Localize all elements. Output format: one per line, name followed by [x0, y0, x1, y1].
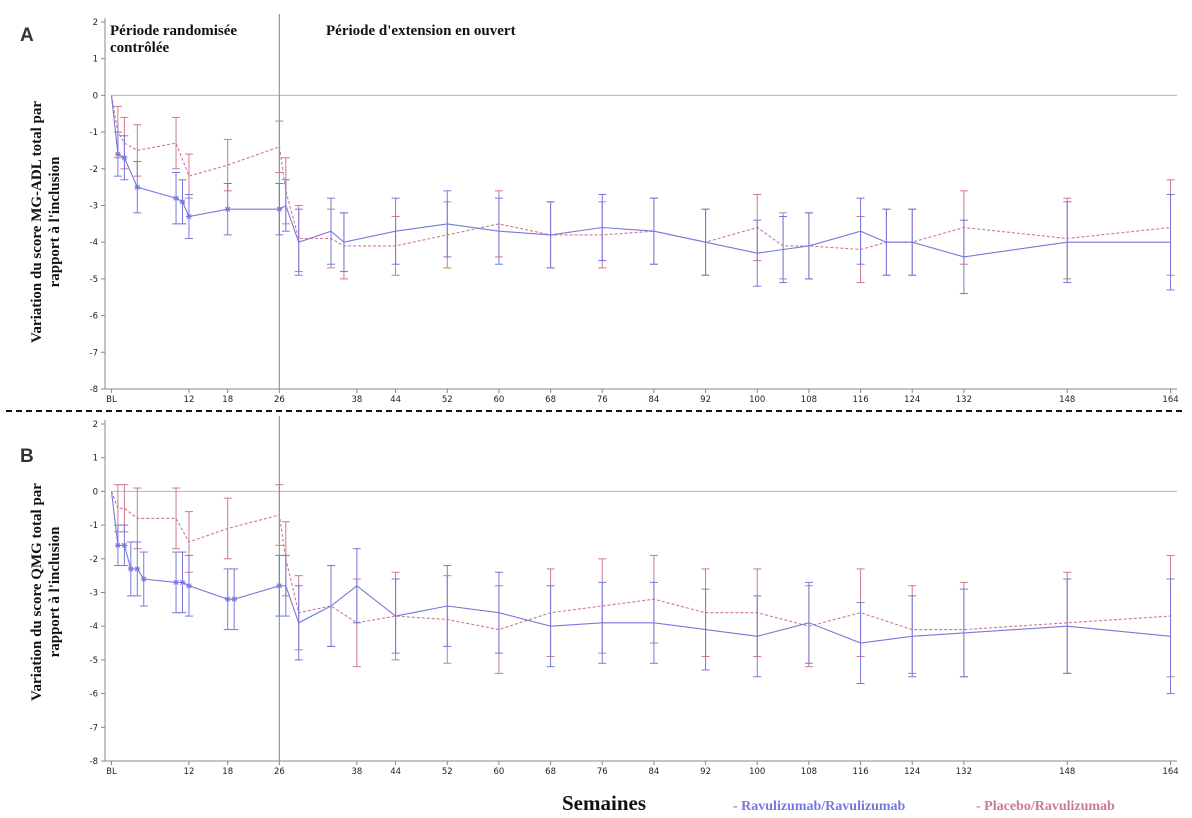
panel-b-x-tick-label: BL — [106, 767, 117, 777]
legend-placebo: - Placebo/Ravulizumab — [976, 799, 1115, 814]
panel-b-ravulizumab-marker — [173, 579, 180, 586]
panel-a-period-randomized-line1: Période randomisée — [110, 23, 237, 39]
panel-a-y-tick-label: -4 — [90, 238, 98, 248]
panel-b-y-tick-label: -1 — [90, 521, 98, 531]
panel-a-ravulizumab-marker — [134, 184, 141, 191]
panel-a-x-tick-label: 100 — [749, 395, 765, 405]
panel-b-x-tick-label: 108 — [801, 767, 817, 777]
panel-b-y-tick-label: -8 — [90, 757, 98, 767]
panel-a-x-tick-label: 164 — [1162, 395, 1178, 405]
panel-a-y-tick-label: -1 — [90, 128, 98, 138]
panel-a-period-randomized-line2: contrôlée — [110, 40, 169, 56]
panel-a-ylabel-line1: Variation du score MG-ADL total par — [29, 101, 45, 343]
panel-b-x-tick-label: 26 — [274, 767, 285, 777]
panel-b-x-tick-label: 12 — [184, 767, 195, 777]
panel-b: B Variation du score QMG total par rappo… — [20, 416, 1179, 777]
panel-a-y-tick-label: -6 — [90, 312, 98, 322]
panel-b-ylabel-line2: rapport à l'inclusion — [47, 526, 63, 658]
panel-a-ravulizumab-line — [110, 95, 1171, 258]
panel-a-y-tick-label: 1 — [93, 55, 98, 65]
panel-a-ravulizumab-marker — [185, 213, 192, 220]
panel-b-ravulizumab-marker — [127, 565, 134, 572]
panel-b-y-tick-label: -2 — [90, 555, 98, 565]
legend-ravulizumab: - Ravulizumab/Ravulizumab — [733, 799, 906, 814]
panel-a-period-extension: Période d'extension en ouvert — [326, 23, 516, 39]
panel-b-y-tick-label: 0 — [93, 487, 98, 497]
panel-a-plot: 2 1 0 -1 -2 -3 -4 -5 -6 -7 -8 BL 12 18 26 38 44 52 60 68 76 8… — [90, 14, 1179, 405]
panel-a-x-tick-label: 116 — [852, 395, 868, 405]
panel-a-x-tick-label: 124 — [904, 395, 920, 405]
panel-a-y-tick-label: -7 — [90, 348, 98, 358]
panel-b-letter: B — [20, 446, 34, 467]
panel-a-x-tick-label: 18 — [222, 395, 233, 405]
panel-b-ravulizumab-marker — [114, 542, 121, 549]
panel-b-x-tick-label: 38 — [351, 767, 362, 777]
panel-b-y-tick-label: -3 — [90, 589, 98, 599]
panel-b-x-tick-label: 84 — [649, 767, 660, 777]
panel-a-x-tick-label: 38 — [351, 395, 362, 405]
panel-a-x-tick-label: 148 — [1059, 395, 1075, 405]
panel-b-x-tick-label: 148 — [1059, 767, 1075, 777]
panel-b-x-tick-label: 116 — [852, 767, 868, 777]
panel-a-ravulizumab-marker — [179, 198, 186, 205]
panel-a-x-tick-label: 132 — [956, 395, 972, 405]
panel-b-x-tick-label: 52 — [442, 767, 453, 777]
panel-a-x-tick-label: 76 — [597, 395, 608, 405]
panel-a-x-tick-label: 44 — [390, 395, 401, 405]
panel-a-x-tick-label: BL — [106, 395, 117, 405]
panel-b-x-tick-label: 76 — [597, 767, 608, 777]
panel-b-ravulizumab-marker — [231, 596, 238, 603]
panel-b-x-tick-label: 92 — [700, 767, 711, 777]
panel-b-x-tick-label: 164 — [1162, 767, 1178, 777]
panel-a: A Période randomisée contrôlée Période d… — [20, 14, 1179, 405]
panel-b-y-tick-label: -7 — [90, 723, 98, 733]
panel-a-x-tick-label: 108 — [801, 395, 817, 405]
x-axis-label: Semaines — [562, 791, 646, 815]
panel-b-ravulizumab-marker — [185, 582, 192, 589]
panel-a-ravulizumab-marker — [114, 151, 121, 158]
panel-a-y-tick-label: -2 — [90, 165, 98, 175]
panel-a-y-tick-label: -3 — [90, 202, 98, 212]
panel-a-x-tick-label: 84 — [649, 395, 660, 405]
panel-a-x-tick-label: 12 — [184, 395, 195, 405]
panel-b-x-tick-label: 68 — [545, 767, 556, 777]
panel-a-y-tick-label: 0 — [93, 91, 98, 101]
panel-a-x-tick-label: 68 — [545, 395, 556, 405]
panel-b-ylabel-line1: Variation du score QMG total par — [29, 483, 45, 701]
panel-b-x-tick-label: 60 — [494, 767, 505, 777]
panel-b-y-tick-label: -5 — [90, 656, 98, 666]
panel-b-x-tick-label: 124 — [904, 767, 920, 777]
panel-a-ravulizumab-marker — [121, 154, 128, 161]
panel-b-x-tick-label: 132 — [956, 767, 972, 777]
panel-b-x-tick-label: 100 — [749, 767, 765, 777]
panel-b-ravulizumab-marker — [121, 542, 128, 549]
panel-a-x-tick-label: 52 — [442, 395, 453, 405]
panel-b-y-tick-label: -4 — [90, 622, 98, 632]
panel-a-ravulizumab-marker — [173, 195, 180, 202]
panel-a-ravulizumab-marker — [276, 206, 283, 213]
panel-b-ravulizumab-marker — [224, 596, 231, 603]
panel-b-ravulizumab-marker — [179, 579, 186, 586]
panel-b-x-tick-label: 18 — [222, 767, 233, 777]
panel-b-y-tick-label: -6 — [90, 690, 98, 700]
panel-b-ravulizumab-marker — [140, 576, 147, 583]
panel-b-x-tick-label: 44 — [390, 767, 401, 777]
panel-a-ylabel-line2: rapport à l'inclusion — [47, 156, 63, 288]
panel-a-y-tick-label: -5 — [90, 275, 98, 285]
panel-a-letter: A — [20, 25, 34, 46]
panel-a-placebo-line — [110, 95, 1171, 251]
panel-b-ravulizumab-marker — [134, 565, 141, 572]
panel-a-y-tick-label: -8 — [90, 385, 98, 395]
panel-b-y-tick-label: 2 — [93, 420, 98, 430]
panel-b-y-tick-label: 1 — [93, 454, 98, 464]
panel-a-x-tick-label: 26 — [274, 395, 285, 405]
panel-a-y-tick-label: 2 — [93, 18, 98, 28]
panel-a-x-tick-label: 60 — [494, 395, 505, 405]
panel-a-ravulizumab-marker — [224, 206, 231, 213]
panel-b-plot: 2 1 0 -1 -2 -3 -4 -5 -6 -7 -8 BL 12 18 26 38 44 52 60 68 76 8… — [90, 416, 1179, 777]
panel-b-ravulizumab-marker — [276, 582, 283, 589]
panel-a-x-tick-label: 92 — [700, 395, 711, 405]
